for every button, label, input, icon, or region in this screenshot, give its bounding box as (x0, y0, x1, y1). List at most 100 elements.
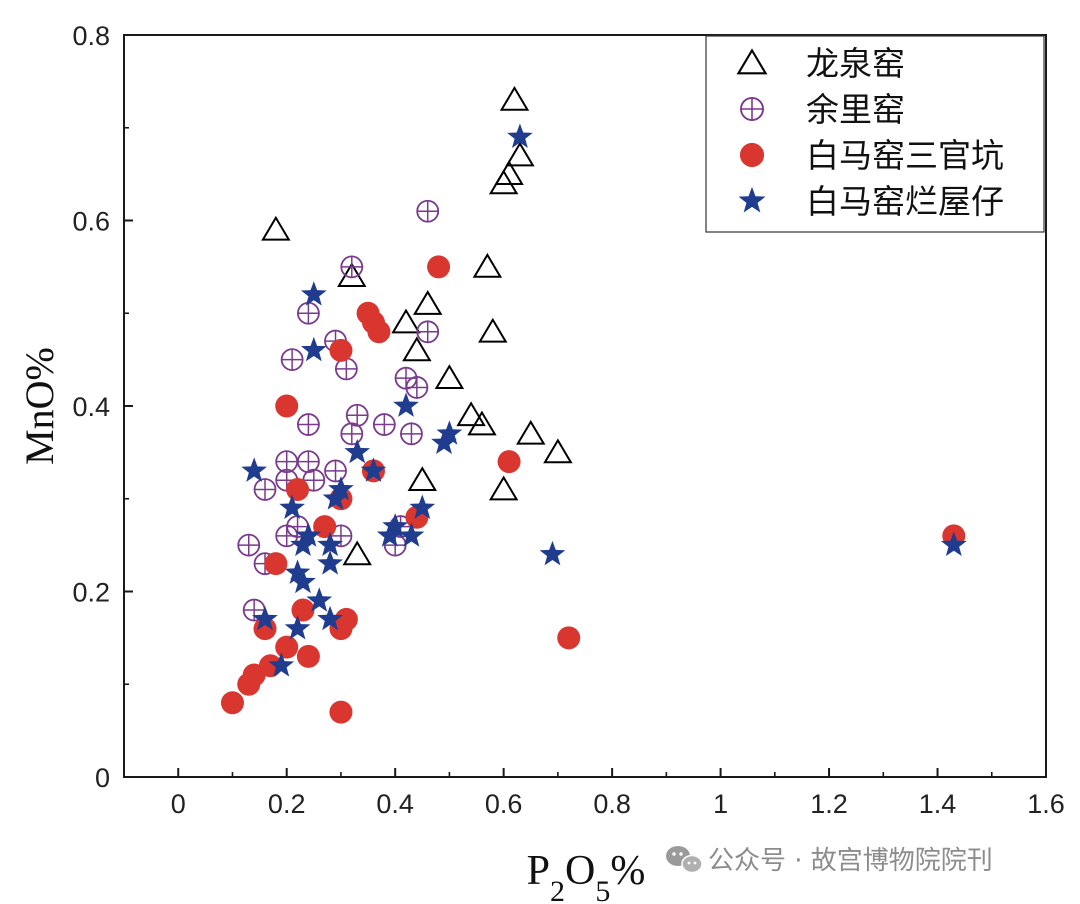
baima-sanguankeng-point (286, 477, 310, 501)
baima-lanwuzai-point (398, 522, 425, 547)
data-markers (220, 85, 967, 724)
baima-sanguankeng-point (275, 635, 299, 659)
yuli-point (405, 376, 429, 399)
longquan-point (434, 364, 465, 390)
longquan-point (499, 85, 530, 111)
longquan-point (505, 141, 535, 167)
x-tick-label: 0.2 (268, 789, 306, 819)
legend-label: 余里窑 (806, 90, 905, 129)
yuli-point (253, 478, 277, 501)
baima-sanguankeng-point (275, 394, 299, 418)
longquan-point (467, 410, 497, 436)
legend-label: 白马窑烂屋仔 (806, 182, 1004, 221)
yuli-point (400, 422, 423, 446)
yuli-point (372, 413, 396, 436)
watermark-text: 公众号 · 故宫博物院院刊 (708, 846, 993, 876)
longquan-point (402, 336, 432, 362)
baima-lanwuzai-point (360, 457, 387, 482)
legend-marker-longquan (736, 48, 768, 75)
x-axis: 0 0.2 0.4 0.6 0.8 1 1.2 1.4 1.6 (171, 768, 1065, 819)
baima-lanwuzai-point (295, 522, 322, 547)
x-tick-label: 0 (171, 789, 186, 819)
baima-lanwuzai-point (284, 559, 311, 584)
x-axis-title: P2O5% (527, 848, 646, 904)
x-tick-label: 1 (713, 789, 728, 819)
y-axis: 0 0.2 0.4 0.6 0.8 (72, 21, 133, 793)
watermark: 公众号 · 故宫博物院院刊 (666, 846, 993, 876)
longquan-point (261, 215, 291, 241)
longquan-point (342, 540, 372, 566)
y-axis-title: MnO% (17, 347, 62, 465)
y-tick-label: 0.8 (72, 21, 110, 51)
longquan-point (391, 308, 421, 334)
baima-sanguankeng-point (264, 552, 288, 576)
yuli-point (324, 459, 347, 483)
baima-lanwuzai-point (300, 336, 327, 362)
longquan-point (488, 475, 519, 501)
baima-sanguankeng-point (427, 255, 451, 279)
x-tick-label: 0.8 (593, 789, 631, 819)
yuli-point (416, 320, 440, 344)
y-tick-label: 0 (95, 763, 110, 793)
x-tick-label: 1.2 (810, 789, 848, 819)
longquan-point (472, 252, 503, 278)
baima-lanwuzai-point (279, 494, 305, 519)
baima-lanwuzai-point (268, 652, 295, 677)
x-tick-label: 1.4 (919, 789, 957, 819)
baima-sanguankeng-point (291, 598, 315, 622)
baima-lanwuzai-point (284, 615, 311, 640)
longquan-point (456, 401, 486, 427)
legend-label: 白马窑三官坑 (806, 136, 1004, 175)
baima-lanwuzai-point (317, 531, 343, 557)
baima-lanwuzai-point (539, 540, 566, 566)
baima-sanguankeng-point (367, 320, 391, 344)
baima-sanguankeng-point (557, 626, 581, 650)
yuli-point (237, 533, 261, 557)
baima-lanwuzai-point (409, 494, 436, 519)
baima-sanguankeng-point (329, 700, 353, 724)
baima-sanguankeng-point (329, 338, 353, 362)
longquan-point (494, 160, 524, 185)
yuli-point (296, 413, 320, 436)
wechat-icon (666, 846, 703, 874)
baima-lanwuzai-point (252, 605, 278, 631)
yuli-point (345, 403, 369, 427)
baima-sanguankeng-point (220, 691, 244, 715)
x-tick-label: 0.6 (485, 789, 523, 819)
yuli-point (296, 301, 320, 325)
y-tick-label: 0.6 (72, 207, 110, 237)
longquan-point (516, 419, 546, 445)
baima-lanwuzai-point (344, 438, 371, 464)
y-tick-label: 0.4 (72, 392, 110, 422)
baima-lanwuzai-point (290, 568, 316, 594)
longquan-point (413, 290, 443, 315)
longquan-point (543, 438, 573, 464)
legend-marker-baima-lanwuzai (738, 186, 766, 213)
baima-lanwuzai-point (317, 605, 343, 631)
y-tick-label: 0.2 (72, 578, 110, 608)
x-tick-label: 0.4 (376, 789, 414, 819)
baima-sanguankeng-point (497, 450, 521, 474)
x-tick-label: 1.6 (1027, 789, 1065, 819)
baima-lanwuzai-point (306, 587, 333, 612)
baima-sanguankeng-point (334, 607, 358, 631)
baima-lanwuzai-point (436, 420, 463, 445)
yuli-point (416, 199, 440, 223)
baima-lanwuzai-point (328, 475, 354, 501)
baima-lanwuzai-point (317, 550, 343, 575)
legend-marker-yuli (740, 97, 764, 121)
baima-lanwuzai-point (393, 392, 419, 417)
baima-lanwuzai-point (300, 281, 327, 306)
baima-lanwuzai-point (382, 513, 409, 538)
baima-sanguankeng-point (296, 644, 320, 668)
baima-lanwuzai-point (241, 457, 267, 482)
legend-marker-baima-sanguankeng (739, 142, 765, 168)
longquan-point (407, 466, 438, 492)
yuli-point (340, 255, 364, 279)
legend-label: 龙泉窑 (806, 44, 905, 83)
baima-lanwuzai-point (940, 531, 967, 557)
longquan-point (478, 317, 508, 343)
baima-lanwuzai-point (507, 123, 533, 148)
